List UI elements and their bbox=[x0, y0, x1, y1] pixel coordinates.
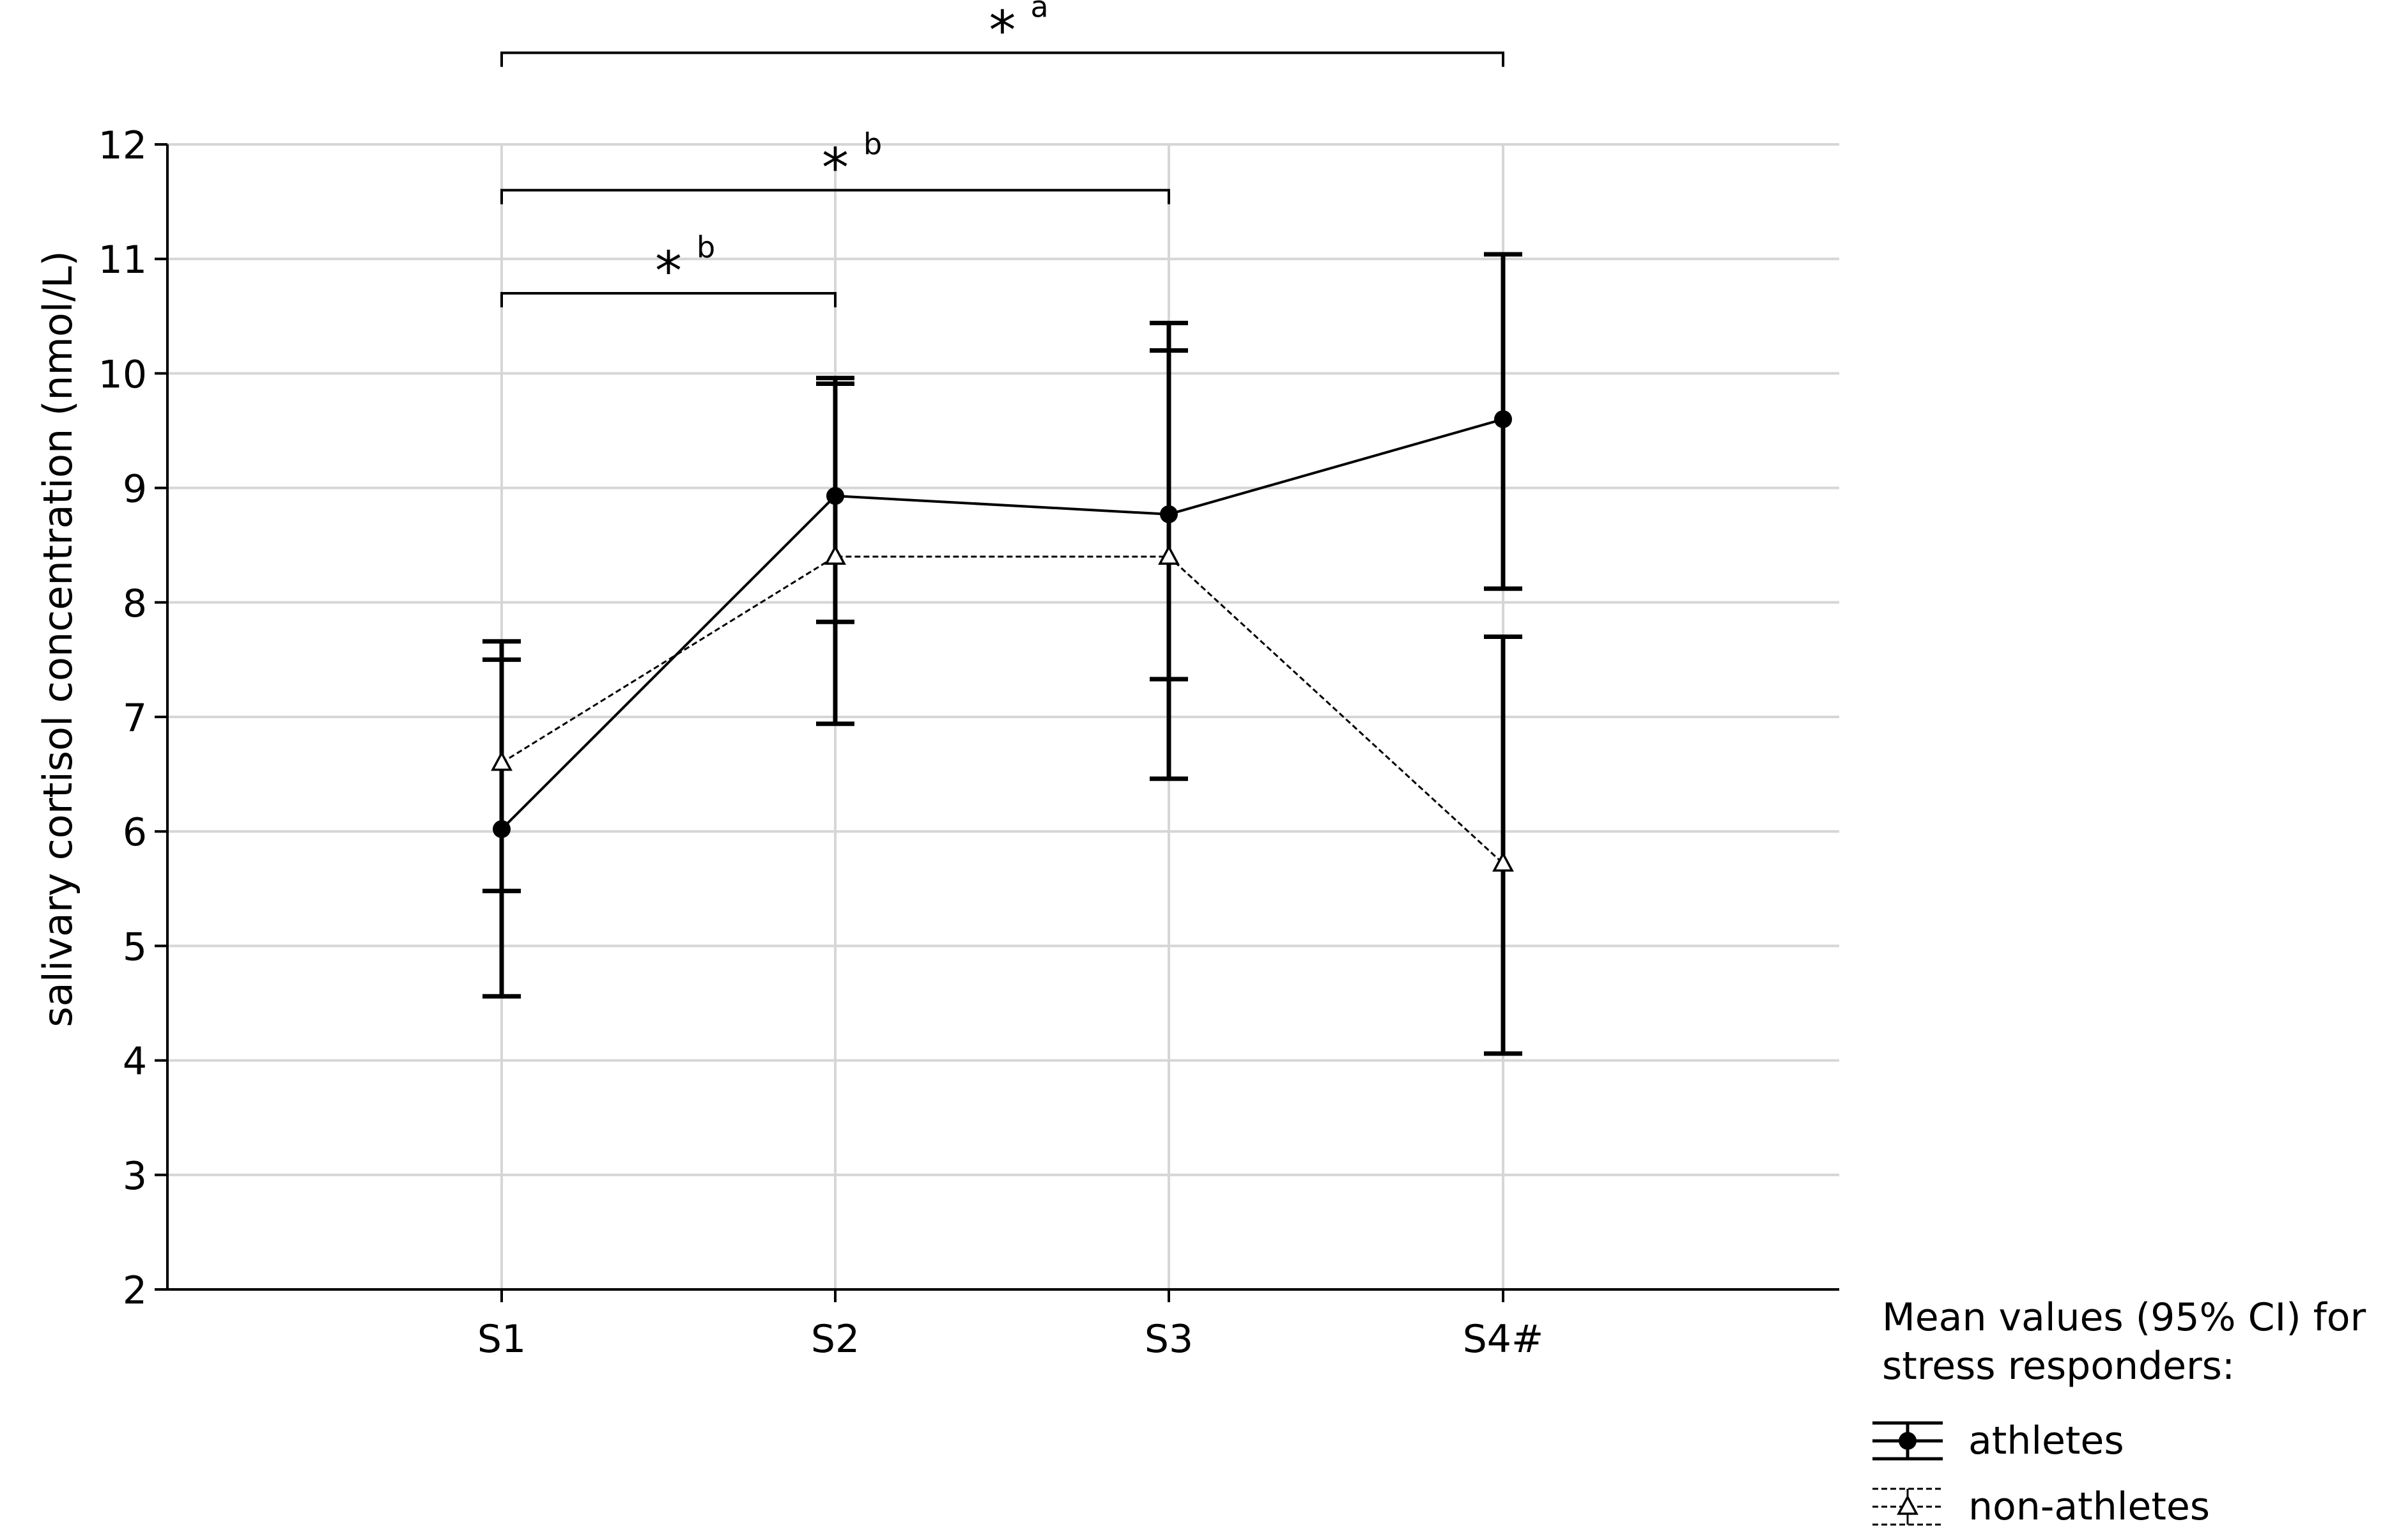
data-point bbox=[1158, 544, 1180, 565]
significance-asterisk: * bbox=[822, 137, 849, 199]
legend-title-line2: stress responders: bbox=[1882, 1344, 2235, 1388]
x-tick-label: S1 bbox=[477, 1317, 526, 1362]
y-tick-label: 10 bbox=[98, 352, 147, 397]
y-tick-label: 9 bbox=[123, 467, 147, 512]
series-non-athletes bbox=[482, 321, 1522, 1056]
data-point bbox=[1492, 851, 1514, 872]
y-tick-label: 8 bbox=[123, 581, 147, 626]
significance-bracket bbox=[500, 291, 837, 307]
series-athletes bbox=[482, 252, 1522, 999]
series-line bbox=[500, 418, 1504, 831]
legend-title-line1: Mean values (95% CI) for bbox=[1882, 1295, 2366, 1340]
y-tick-label: 3 bbox=[123, 1154, 147, 1199]
y-tick-label: 11 bbox=[98, 238, 147, 282]
legend-entry-athletes: athletes bbox=[1872, 1419, 2124, 1463]
legend-marker bbox=[1899, 1432, 1917, 1450]
y-tick-label: 12 bbox=[98, 123, 147, 168]
data-point bbox=[491, 750, 513, 771]
data-point bbox=[1494, 410, 1512, 429]
legend-marker bbox=[1897, 1495, 1918, 1515]
grid bbox=[167, 143, 1839, 1289]
legend: Mean values (95% CI) for stress responde… bbox=[1872, 1295, 2366, 1529]
x-ticks: S1 S2 S3 S4# bbox=[477, 1289, 1543, 1362]
legend-label: athletes bbox=[1968, 1419, 2124, 1463]
legend-label: non-athletes bbox=[1968, 1484, 2210, 1529]
series-layer bbox=[482, 252, 1522, 1056]
significance-annotations: * b * b * a bbox=[500, 0, 1504, 307]
significance-bracket bbox=[500, 188, 1170, 204]
significance-superscript: b bbox=[863, 127, 882, 162]
y-tick-label: 2 bbox=[123, 1268, 147, 1313]
y-ticks: 2 3 4 5 6 7 8 9 10 11 12 bbox=[98, 123, 167, 1313]
data-point bbox=[824, 544, 846, 565]
legend-entry-non-athletes: non-athletes bbox=[1872, 1484, 2210, 1529]
significance-superscript: b bbox=[697, 230, 715, 265]
y-tick-label: 6 bbox=[123, 810, 147, 855]
y-tick-label: 5 bbox=[123, 925, 147, 969]
x-tick-label: S2 bbox=[811, 1317, 860, 1362]
y-tick-label: 4 bbox=[123, 1040, 147, 1084]
y-axis-label: salivary cortisol concentration (nmol/L) bbox=[35, 250, 81, 1027]
significance-asterisk: * bbox=[989, 0, 1016, 62]
y-tick-label: 7 bbox=[123, 696, 147, 741]
series-line bbox=[501, 555, 1504, 865]
x-tick-label: S4# bbox=[1463, 1317, 1544, 1362]
x-tick-label: S3 bbox=[1145, 1317, 1193, 1362]
significance-asterisk: * bbox=[655, 240, 682, 302]
significance-bracket bbox=[500, 51, 1504, 67]
significance-superscript: a bbox=[1031, 0, 1049, 24]
